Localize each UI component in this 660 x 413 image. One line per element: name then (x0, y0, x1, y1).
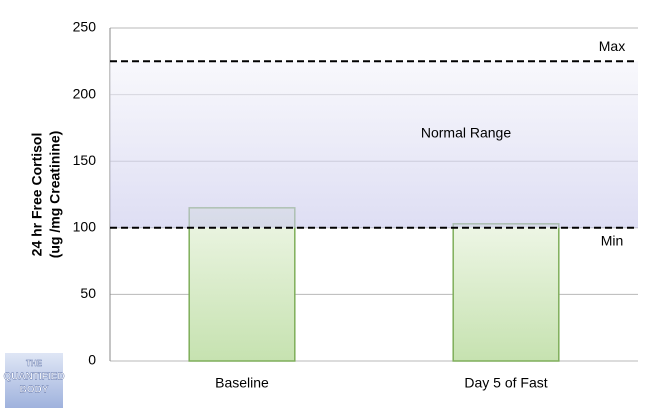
logo-text: QUANTIFIED (3, 372, 64, 383)
bar (452, 223, 560, 362)
y-tick-label: 50 (80, 285, 96, 301)
y-label-line: (ug /mg Creatinine) (47, 131, 63, 259)
logo-box (5, 353, 63, 408)
reference-label: Max (599, 38, 625, 54)
y-label-line: 24 hr Free Cortisol (29, 133, 45, 257)
logo-text: BODY (20, 385, 49, 396)
y-tick-label: 200 (73, 85, 97, 101)
reference-label: Min (601, 233, 624, 249)
y-tick-label: 150 (73, 152, 97, 168)
y-axis-label: 24 hr Free Cortisol (ug /mg Creatinine) (29, 131, 63, 259)
bar (188, 207, 296, 362)
logo: THE QUANTIFIED BODY (3, 359, 65, 396)
normal-range-band (110, 61, 638, 228)
y-tick-label: 0 (88, 352, 96, 368)
y-tick-label: 100 (73, 219, 97, 235)
band-label: Normal Range (421, 124, 511, 140)
x-tick-label: Baseline (215, 375, 269, 391)
y-tick-label: 250 (73, 19, 97, 35)
logo-text: THE (26, 359, 43, 368)
x-tick-label: Day 5 of Fast (464, 375, 547, 391)
